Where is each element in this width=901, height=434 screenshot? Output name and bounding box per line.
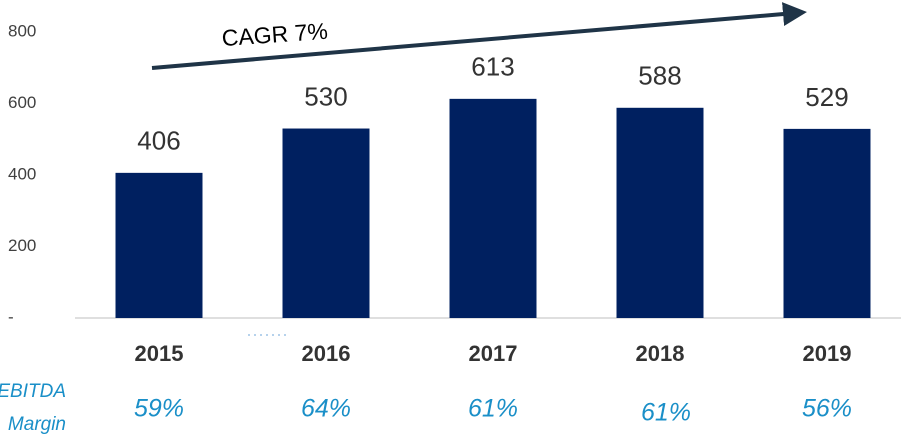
row-label: Margin — [8, 414, 66, 434]
bar — [616, 107, 704, 318]
cagr-label: CAGR 7% — [221, 18, 329, 51]
x-tick-label: 2017 — [469, 341, 518, 366]
value-label: 529 — [805, 82, 848, 112]
y-tick-label: - — [8, 307, 14, 326]
margin-value: 56% — [802, 395, 852, 423]
bar — [449, 98, 537, 318]
value-label: 530 — [304, 81, 347, 111]
row-label: EBITDA — [0, 381, 66, 402]
cagr-arrow — [151, 2, 807, 70]
y-tick-label: 800 — [8, 21, 36, 40]
value-label: 613 — [471, 52, 514, 82]
margin-value: 61% — [468, 395, 518, 423]
x-tick-label: 2018 — [636, 341, 685, 366]
margin-value: 59% — [134, 395, 184, 423]
margin-value: 64% — [301, 395, 351, 423]
x-tick-label: 2015 — [135, 341, 184, 366]
value-label: 588 — [638, 61, 681, 91]
value-label: 406 — [137, 126, 180, 156]
margin-value: 61% — [641, 399, 691, 427]
x-tick-label: 2016 — [302, 341, 351, 366]
y-tick-label: 400 — [8, 164, 36, 183]
x-tick-label: 2019 — [803, 341, 852, 366]
bar — [282, 128, 370, 318]
bar — [783, 128, 871, 318]
bar — [115, 172, 203, 318]
y-tick-label: 200 — [8, 236, 36, 255]
y-tick-label: 600 — [8, 93, 36, 112]
